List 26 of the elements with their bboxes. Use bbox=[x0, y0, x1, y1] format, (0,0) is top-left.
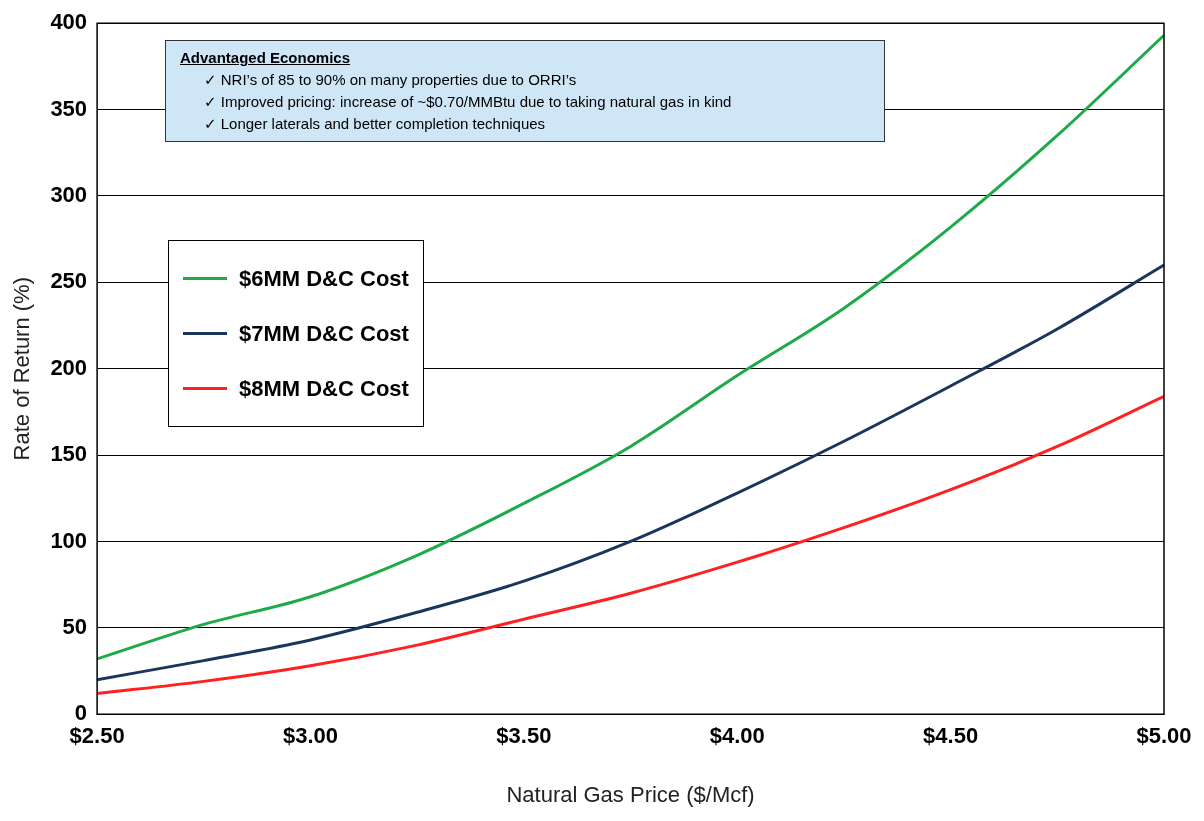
annotation: ✓ Improved pricing: increase of ~$0.70/MMBtu due to taking natural gas in kind bbox=[203, 92, 733, 112]
y-tick-label: 250 bbox=[50, 268, 88, 294]
annotation: Advantaged Economics bbox=[180, 48, 352, 68]
x-tick-label: $2.50 bbox=[69, 723, 125, 749]
y-tick-label: 50 bbox=[62, 613, 88, 639]
y-axis-title: Rate of Return (%) bbox=[9, 277, 35, 461]
annotation: ✓ NRI’s of 85 to 90% on many properties due to ORRI’s bbox=[203, 70, 578, 90]
y-tick-label: 300 bbox=[50, 182, 88, 208]
legend-label: $8MM D&C Cost bbox=[239, 375, 409, 402]
x-tick-label: $5.00 bbox=[1136, 723, 1192, 749]
legend-label: $6MM D&C Cost bbox=[239, 265, 409, 292]
x-tick-label: $4.00 bbox=[709, 723, 765, 749]
legend-label: $7MM D&C Cost bbox=[239, 320, 409, 347]
line-series bbox=[97, 33, 1164, 661]
x-tick-label: $3.00 bbox=[282, 723, 339, 749]
y-tick-label: 150 bbox=[50, 441, 88, 467]
y-tick-label: 200 bbox=[50, 354, 88, 380]
line-series bbox=[97, 263, 1164, 682]
x-tick-label: $3.50 bbox=[496, 723, 552, 749]
y-tick-label: 100 bbox=[50, 527, 88, 553]
x-tick-label: $4.50 bbox=[923, 723, 979, 749]
y-tick-label: 400 bbox=[50, 9, 88, 35]
x-axis-title: Natural Gas Price ($/Mcf) bbox=[506, 781, 755, 807]
annotation: ✓ Longer laterals and better completion techniques bbox=[203, 114, 547, 134]
y-tick-label: 350 bbox=[50, 95, 88, 121]
y-tick-label: 0 bbox=[74, 700, 88, 726]
